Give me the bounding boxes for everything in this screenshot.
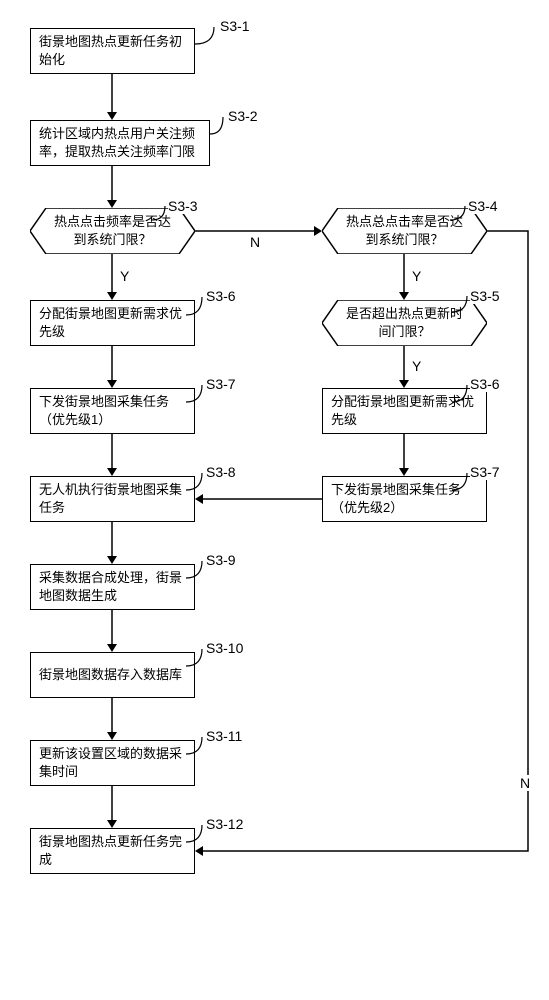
edge-label: N (520, 775, 530, 791)
node-n9: 采集数据合成处理，街景地图数据生成 (30, 564, 195, 610)
step-label-n2: S3-2 (228, 108, 258, 124)
arrow-long (193, 229, 530, 859)
step-label-n3: S3-3 (168, 198, 198, 214)
node-n2: 统计区域内热点用户关注频率，提取热点关注频率门限 (30, 120, 210, 166)
node-n1: 街景地图热点更新任务初始化 (30, 28, 195, 74)
arrow (106, 522, 118, 564)
node-n7a: 下发街景地图采集任务（优先级1） (30, 388, 195, 434)
arrow (106, 698, 118, 740)
flowchart-canvas: 街景地图热点更新任务初始化 S3-1 统计区域内热点用户关注频率，提取热点关注频率门… (0, 0, 549, 1000)
arrow (106, 786, 118, 828)
edge-label: Y (120, 268, 129, 284)
arrow (106, 254, 118, 300)
node-n6a: 分配街景地图更新需求优先级 (30, 300, 195, 346)
label-curve (148, 202, 169, 224)
label-curve (206, 113, 227, 138)
arrow (106, 166, 118, 208)
node-n11: 更新该设置区域的数据采集时间 (30, 740, 195, 786)
node-n10: 街景地图数据存入数据库 (30, 652, 195, 698)
node-n12: 街景地图热点更新任务完成 (30, 828, 195, 874)
arrow (106, 74, 118, 120)
arrow (106, 610, 118, 652)
node-n3: 热点点击频率是否达到系统门限？ (30, 208, 195, 254)
step-label-n4: S3-4 (468, 198, 498, 214)
label-curve (191, 23, 218, 48)
arrow (106, 434, 118, 476)
step-label-n1: S3-1 (220, 18, 250, 34)
node-n8: 无人机执行街景地图采集任务 (30, 476, 195, 522)
label-curve (446, 202, 469, 224)
arrow (106, 346, 118, 388)
